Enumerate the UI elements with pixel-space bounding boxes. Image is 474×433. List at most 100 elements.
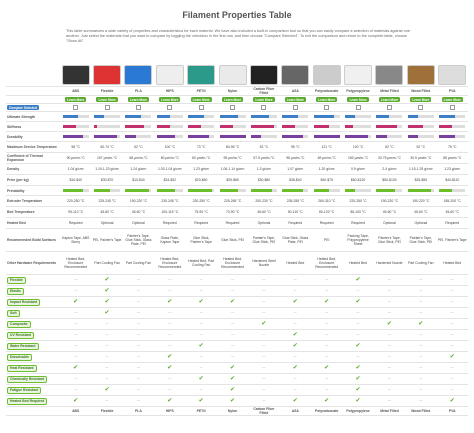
cell [185,185,217,196]
filter-button[interactable]: Chemically Resistant [7,375,48,383]
cell-text: Heated Bed [443,261,462,265]
check-mark: ✔ [292,332,298,338]
learn-more-button[interactable]: Learn More [441,97,463,102]
cell-text: Required [351,221,365,225]
cell: 121 °C [311,141,343,153]
compare-checkbox[interactable] [292,105,298,110]
cell: ✔ [185,340,217,352]
cell: 75 °C [436,141,468,153]
filter-button[interactable]: Flexible [7,276,26,284]
cell: – [436,296,468,308]
cell [436,121,468,132]
cell-text: 90 µm/m-°C [66,156,85,160]
cell: – [405,329,437,341]
dash-mark: – [137,376,140,382]
compare-checkbox[interactable] [230,105,236,110]
filter-button[interactable]: Water Resistant [7,342,39,350]
learn-more-button[interactable]: Learn More [316,97,338,102]
learn-more-button[interactable]: Learn More [284,97,306,102]
learn-more-button[interactable]: Learn More [159,97,181,102]
cell: PLA [122,406,155,416]
rating-bar [376,115,390,118]
dash-mark: – [262,288,266,294]
compare-checkbox[interactable] [386,105,392,110]
label-cell: Compare Selected [6,103,60,112]
bar-track [250,125,277,128]
cell: – [60,318,92,330]
cell-text: $25-$55 [414,178,428,182]
learn-more-button[interactable]: Learn More [253,97,275,102]
cell: PLA [122,86,155,96]
rating-bar [282,135,304,138]
compare-checkbox[interactable] [261,105,267,110]
cell [248,111,280,122]
filter-button[interactable]: Soft [7,309,20,317]
filter-button[interactable]: Dissolvable [7,353,32,361]
cell: – [248,274,280,286]
cell: Carbon Fiber Filled [248,406,280,416]
learn-more-button[interactable]: Learn More [190,97,212,102]
compare-checkbox[interactable] [418,105,424,110]
cell [373,121,406,132]
learn-more-button[interactable]: Learn More [347,97,369,102]
learn-more-button[interactable]: Learn More [96,97,118,102]
rating-bar [282,189,304,192]
material-name: ASA [291,409,299,413]
filter-button[interactable]: Heated Bed Required [7,397,48,405]
cell: Optional [91,217,123,229]
learn-more-button[interactable]: Learn More [65,97,87,102]
filter-button[interactable]: Heat Resistant [7,364,37,372]
cell-text: Heated Bed [286,261,305,265]
compare-selected-button[interactable]: Compare Selected [7,105,39,110]
material-thumbnail [187,65,216,85]
learn-more-button[interactable]: Learn More [221,97,244,102]
cell-text: $50-$100 [382,178,397,182]
check-mark: ✔ [292,398,298,404]
compare-checkbox[interactable] [135,105,141,110]
compare-checkbox[interactable] [324,105,330,110]
compare-checkbox[interactable] [198,105,204,110]
dash-mark: – [137,299,140,305]
cell-text: Part Cooling Fan [408,261,434,265]
cell: – [91,318,123,330]
compare-checkbox[interactable] [449,105,455,110]
cell: – [154,329,186,341]
bar-track [313,115,340,118]
cell: ✔ [91,296,123,308]
compare-checkbox[interactable] [73,105,79,110]
cell: Learn More [154,95,186,104]
label-cell: Chemically Resistant [6,373,60,385]
property-row: Printability [6,185,468,196]
label-cell [6,95,60,104]
filter-button[interactable]: UV Resistant [7,331,34,339]
learn-more-button[interactable]: Learn More [127,97,150,102]
cell-text: 45-60 °C [100,210,114,214]
bar-track [439,115,466,118]
dash-mark: – [325,277,329,283]
cell-text: Hardened Steel Nozzle [252,259,276,267]
dash-mark: – [199,288,203,294]
cell [342,131,374,142]
compare-checkbox[interactable] [355,105,361,110]
filter-button[interactable]: Impact Resistant [7,298,41,306]
learn-more-button[interactable]: Learn More [410,97,432,102]
compare-checkbox[interactable] [104,105,110,110]
cell-text: 220-250 °C [67,199,85,203]
cell: – [122,395,155,407]
cell: Nylon [216,406,249,416]
property-row: Ultimate Strength [6,111,468,122]
cell: ✔ [216,373,249,385]
cell: – [122,373,155,385]
cell: – [405,274,437,286]
compare-checkbox[interactable] [167,105,173,110]
filter-button[interactable]: Composite [7,320,31,328]
cell: Required [311,217,343,229]
dash-mark: – [168,321,172,327]
learn-more-button[interactable]: Learn More [378,97,401,102]
dash-mark: – [262,398,266,404]
material-thumbnail [438,65,467,85]
filter-button[interactable]: Fatigue Resistant [7,386,42,394]
filter-button[interactable]: Elastic [7,287,24,295]
bar-track [407,189,434,192]
cell-text: 190-220 °C [380,199,399,203]
